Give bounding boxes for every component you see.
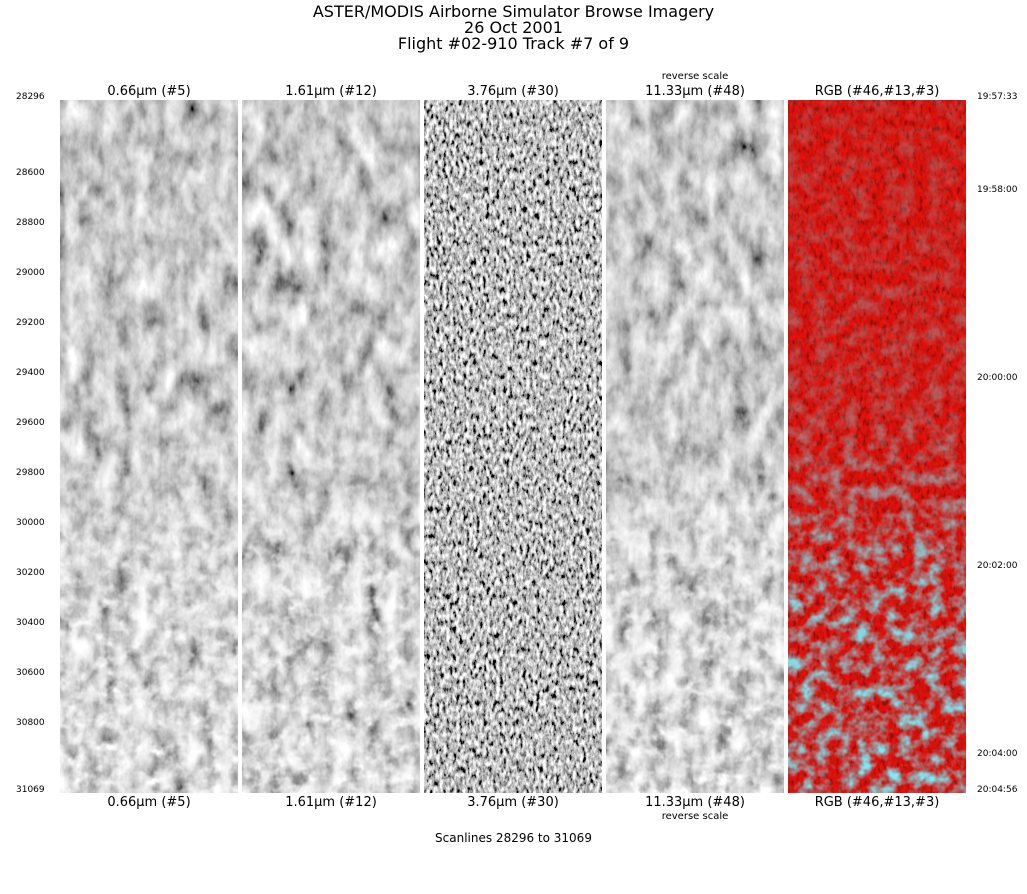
title-line: 26 Oct 2001 [464,18,563,37]
scanline-label: 28296 [16,92,45,102]
panel-label: 11.33μm (#48) [645,795,745,810]
scanline-label: 29400 [16,367,45,378]
panel-label: 0.66μm (#5) [107,795,191,810]
scanline-label: 30200 [16,567,45,578]
scanline-label: 30600 [16,667,45,678]
panel-label: 1.61μm (#12) [285,795,377,810]
scanline-label: 31069 [16,785,45,795]
title-line: Flight #02-910 Track #7 of 9 [397,34,630,53]
panel-2 [242,100,420,793]
panel-note: reverse scale [661,811,729,822]
time-label: 19:58:00 [977,185,1018,195]
footer: Scanlines 28296 to 31069 [435,831,592,845]
scanline-label: 30800 [16,717,45,728]
panel-label: 0.66μm (#5) [107,84,191,99]
panel-label: 3.76μm (#30) [467,84,559,99]
time-label: 20:02:00 [977,561,1018,571]
time-label: 20:04:56 [977,785,1018,795]
scanline-label: 29800 [16,467,45,478]
scanline-label: 28800 [16,217,45,228]
scanline-label: 29200 [16,317,45,328]
time-label: 20:04:00 [977,749,1018,759]
time-label: 20:00:00 [977,373,1018,383]
time-label: 19:57:33 [977,92,1018,102]
panel-label: 1.61μm (#12) [285,84,377,99]
panel-label: 3.76μm (#30) [467,795,559,810]
title-line: ASTER/MODIS Airborne Simulator Browse Im… [312,2,715,21]
panel-4 [606,100,784,793]
panel-1 [60,100,238,793]
scanline-label: 29000 [16,267,45,278]
panel-label: RGB (#46,#13,#3) [814,795,940,810]
panel-label: 11.33μm (#48) [645,84,745,99]
scanline-label: 28600 [16,167,45,178]
scanline-label: 30400 [16,617,45,628]
scanline-label: 30000 [16,517,45,528]
panel-note: reverse scale [661,71,729,82]
panel-label: RGB (#46,#13,#3) [814,84,940,99]
panel-3 [424,100,602,793]
panel-5 [788,100,966,793]
scanline-label: 29600 [16,417,45,428]
